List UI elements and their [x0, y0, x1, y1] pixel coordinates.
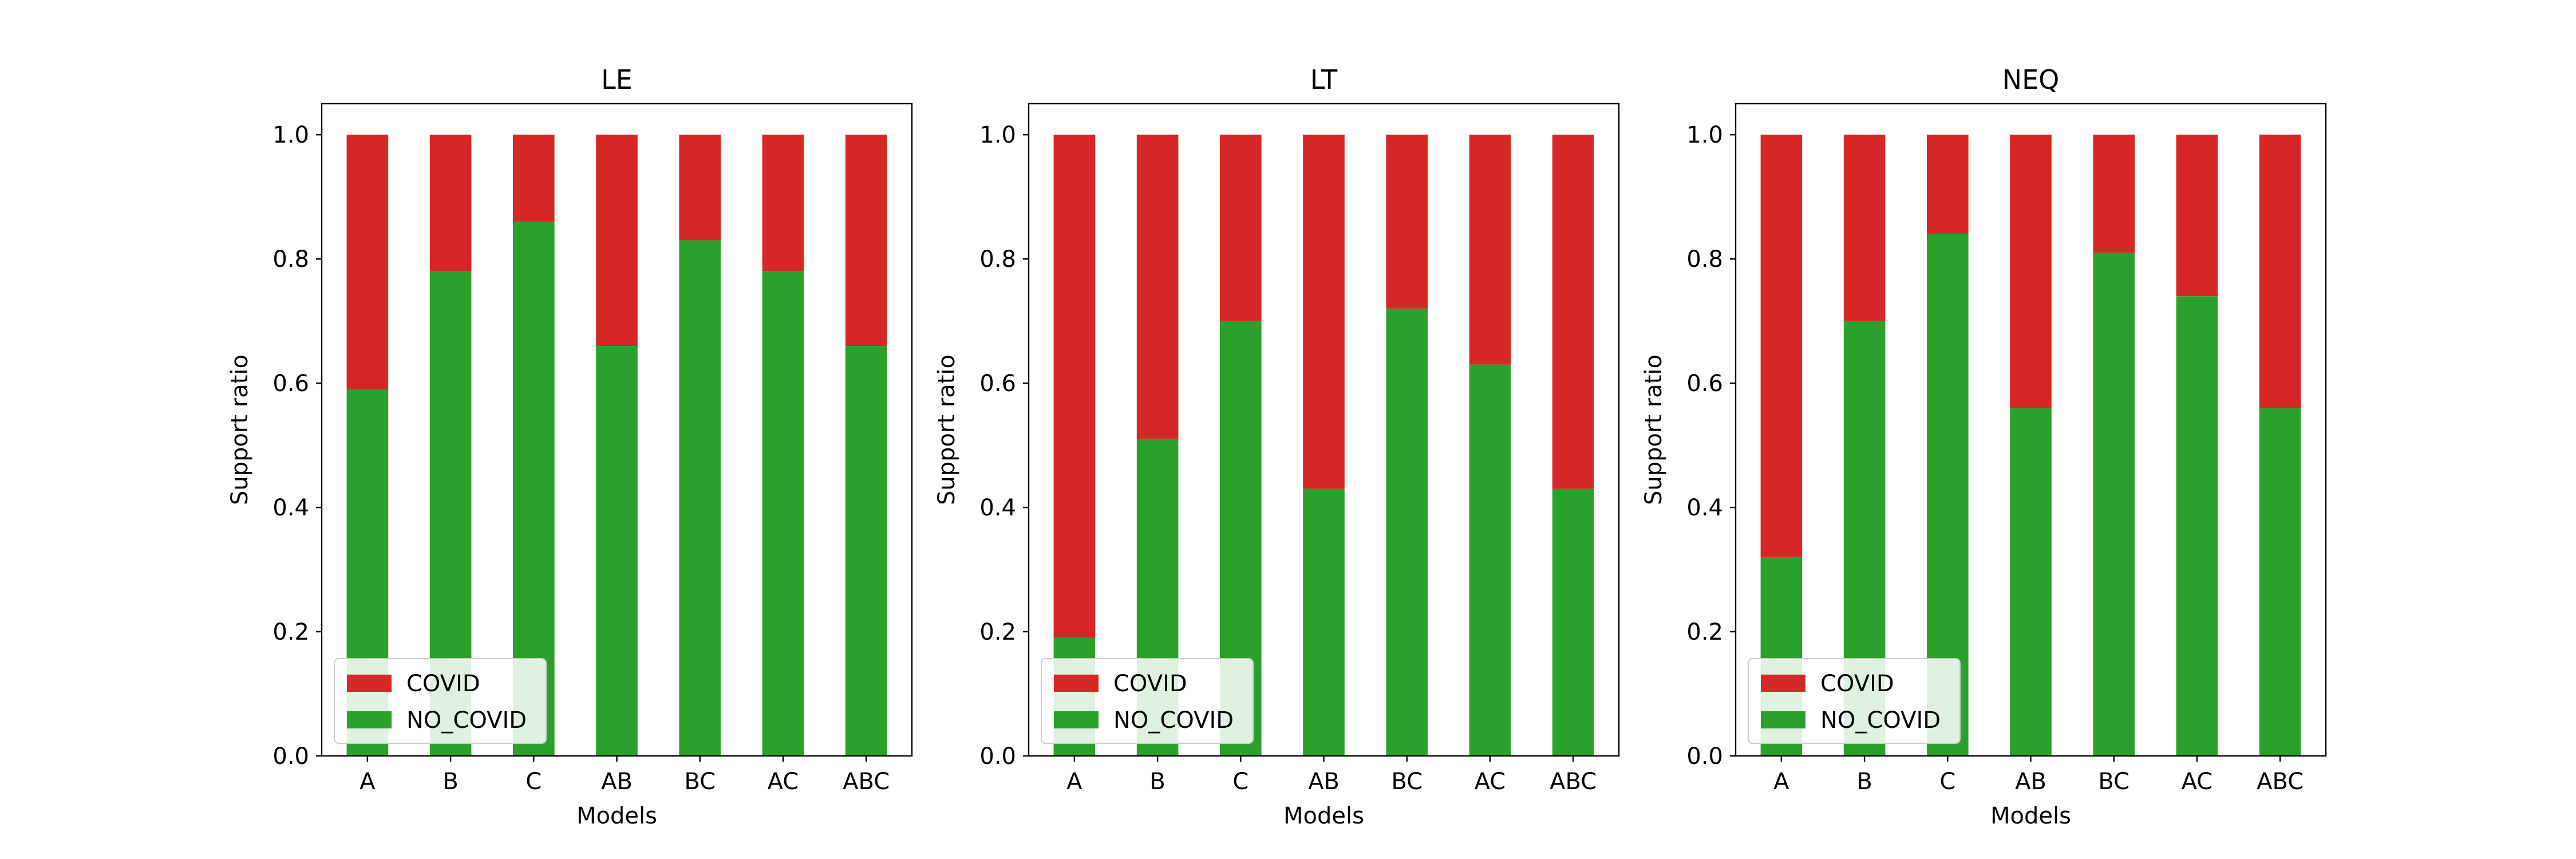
bar-covid: [1552, 135, 1594, 489]
bar-no-covid: [2093, 253, 2135, 756]
bar-no-covid: [1303, 488, 1345, 756]
y-axis-label: Support ratio: [227, 354, 253, 505]
bar-no-covid: [596, 346, 638, 756]
legend-label-covid: COVID: [1113, 671, 1187, 697]
y-tick-label: 0.4: [272, 495, 309, 521]
legend-label-covid: COVID: [1820, 671, 1894, 697]
x-axis-label: Models: [1990, 803, 2071, 829]
bar-covid: [1386, 135, 1428, 309]
x-tick-label: ABC: [1550, 769, 1597, 795]
bar-covid: [2259, 135, 2301, 408]
y-tick-label: 0.2: [272, 619, 309, 645]
y-tick-label: 0.4: [979, 495, 1016, 521]
x-tick-label: AC: [2182, 769, 2213, 795]
x-tick-label: B: [1856, 769, 1872, 795]
y-tick-label: 1.0: [979, 122, 1016, 148]
bar-covid: [346, 135, 389, 389]
x-tick-label: AB: [601, 769, 633, 795]
bar-no-covid: [1469, 364, 1511, 756]
y-tick-label: 0.8: [979, 246, 1016, 273]
y-tick-label: 1.0: [272, 122, 309, 148]
bar-covid: [1760, 135, 1803, 557]
x-tick-label: A: [359, 769, 376, 795]
bar-no-covid: [762, 271, 804, 756]
y-tick-label: 0.0: [1686, 743, 1723, 770]
y-axis-label: Support ratio: [1641, 354, 1667, 505]
bar-covid: [762, 135, 804, 271]
chart-title: LE: [601, 64, 633, 95]
bar-covid: [596, 135, 638, 346]
y-tick-label: 0.0: [979, 743, 1016, 770]
bar-no-covid: [1386, 309, 1428, 756]
bar-no-covid: [1552, 488, 1594, 756]
legend-swatch-no-covid: [1761, 711, 1805, 728]
y-tick-label: 0.6: [1686, 371, 1723, 397]
x-tick-label: B: [1149, 769, 1165, 795]
bar-covid: [1927, 135, 1969, 234]
bar-covid: [1053, 135, 1096, 638]
x-tick-label: A: [1066, 769, 1082, 795]
x-tick-label: BC: [1391, 769, 1423, 795]
x-tick-label: C: [1232, 769, 1249, 795]
bar-no-covid: [2259, 408, 2301, 756]
bar-covid: [1220, 135, 1262, 321]
x-tick-label: A: [1773, 769, 1789, 795]
x-axis-label: Models: [576, 803, 657, 829]
y-tick-label: 0.6: [979, 371, 1016, 397]
chart-title: LT: [1310, 64, 1338, 95]
x-tick-label: B: [442, 769, 458, 795]
y-tick-label: 0.8: [272, 246, 309, 273]
bar-no-covid: [2176, 296, 2218, 756]
legend-swatch-no-covid: [1054, 711, 1099, 728]
x-tick-label: AC: [768, 769, 799, 795]
bar-covid: [845, 135, 887, 346]
bar-covid: [2176, 135, 2218, 297]
bar-covid: [1136, 135, 1179, 439]
bar-no-covid: [679, 240, 721, 756]
legend-label-covid: COVID: [406, 671, 480, 697]
x-tick-label: C: [526, 769, 542, 795]
bar-covid: [679, 135, 721, 241]
y-tick-label: 0.6: [272, 371, 309, 397]
legend-swatch-covid: [1054, 675, 1099, 692]
bar-covid: [1303, 135, 1345, 489]
x-tick-label: ABC: [843, 769, 890, 795]
y-tick-label: 0.2: [979, 619, 1016, 645]
legend-swatch-no-covid: [347, 711, 392, 728]
y-tick-label: 0.4: [1686, 495, 1723, 521]
legend-swatch-covid: [1761, 675, 1805, 692]
bar-no-covid: [2010, 408, 2052, 756]
x-tick-label: AC: [1475, 769, 1506, 795]
bar-covid: [513, 135, 555, 222]
legend-label-no-covid: NO_COVID: [1820, 707, 1941, 734]
legend-swatch-covid: [347, 675, 392, 692]
bar-no-covid: [845, 346, 887, 756]
y-tick-label: 0.2: [1686, 619, 1723, 645]
bar-covid: [1469, 135, 1511, 365]
y-tick-label: 0.0: [272, 743, 309, 770]
x-tick-label: BC: [684, 769, 716, 795]
bar-covid: [1843, 135, 1886, 321]
x-axis-label: Models: [1283, 803, 1364, 829]
x-tick-label: ABC: [2257, 769, 2304, 795]
y-tick-label: 0.8: [1686, 246, 1723, 273]
legend-label-no-covid: NO_COVID: [406, 707, 527, 734]
x-tick-label: C: [1939, 769, 1955, 795]
y-axis-label: Support ratio: [934, 354, 960, 505]
x-tick-label: BC: [2098, 769, 2129, 795]
x-tick-label: AB: [2015, 769, 2046, 795]
chart-title: NEQ: [2002, 64, 2060, 95]
bar-covid: [2093, 135, 2135, 253]
bar-covid: [429, 135, 472, 271]
x-tick-label: AB: [1308, 769, 1340, 795]
bar-covid: [2010, 135, 2052, 408]
y-tick-label: 1.0: [1686, 122, 1723, 148]
legend-label-no-covid: NO_COVID: [1113, 707, 1234, 734]
